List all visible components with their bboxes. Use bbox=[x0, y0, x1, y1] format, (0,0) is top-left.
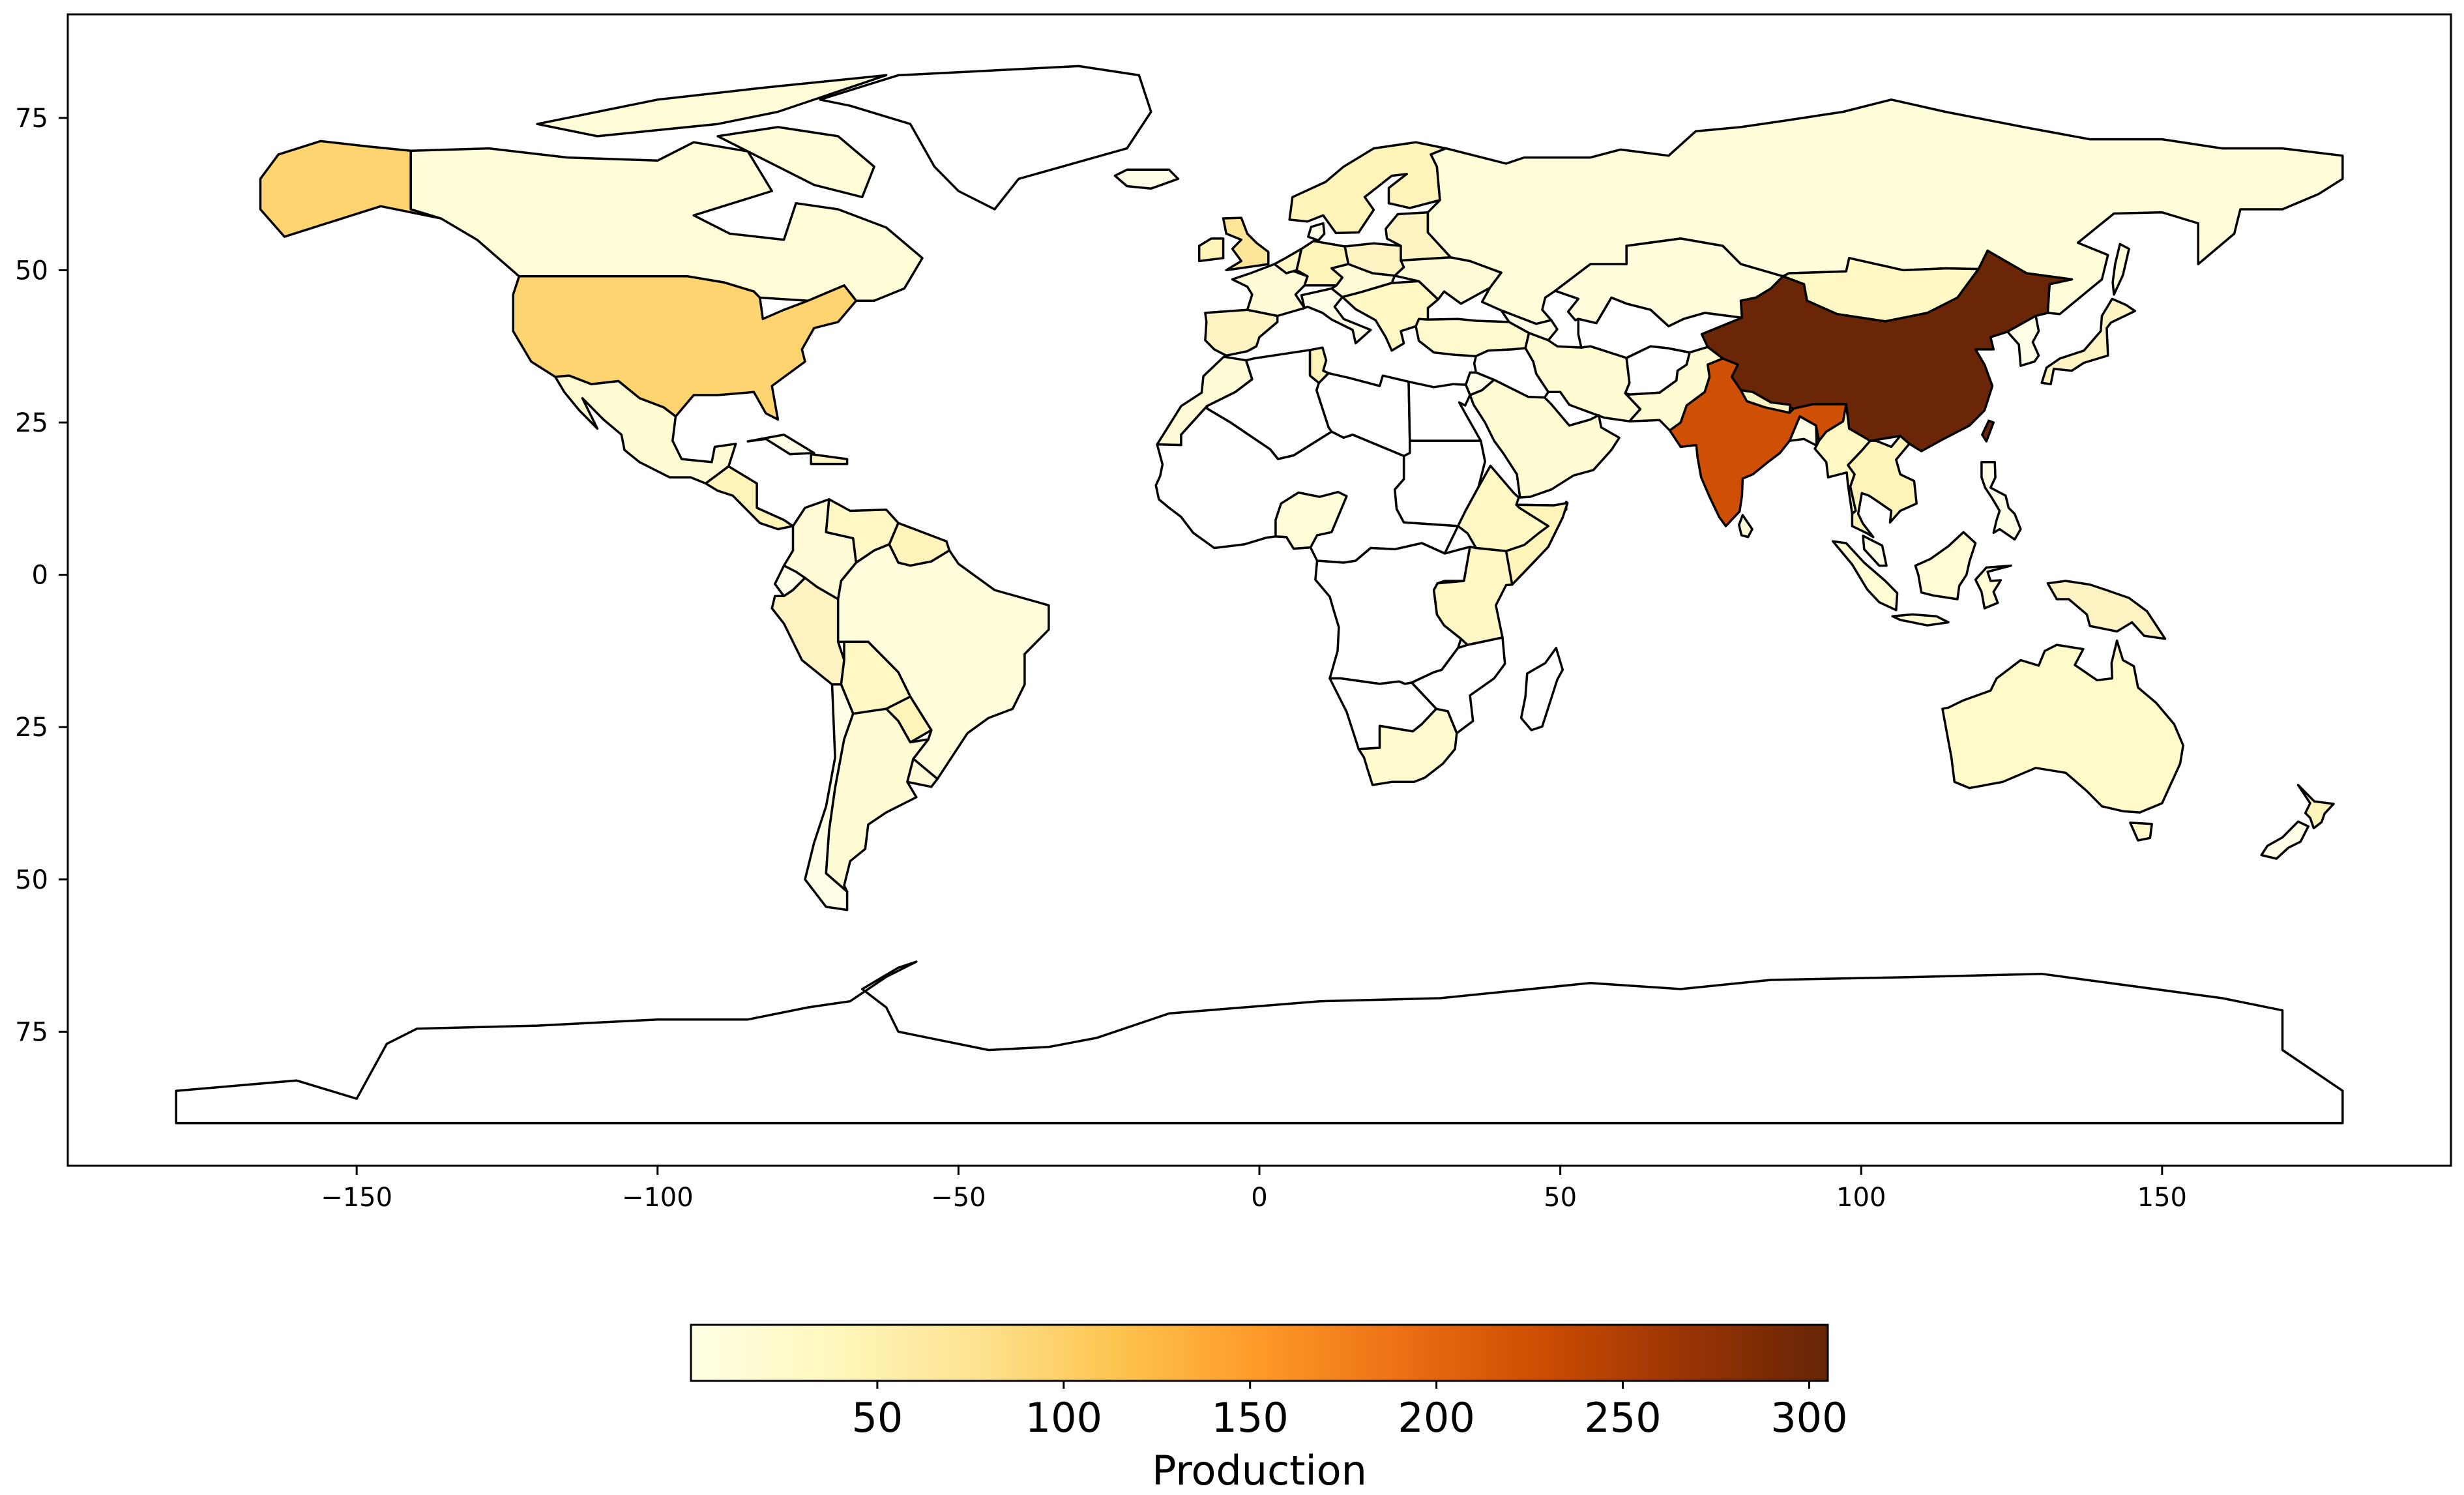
country-borneo bbox=[1914, 531, 1977, 600]
country-japan bbox=[2040, 297, 2137, 385]
x-tick-label: 0 bbox=[1251, 1183, 1267, 1213]
colorbar: 50 100 150 200 250 300 Production bbox=[690, 1324, 1848, 1494]
y-tick-label: 75 bbox=[15, 104, 48, 134]
country-uruguay bbox=[906, 758, 939, 788]
country-thailand bbox=[1847, 434, 1918, 539]
country-scandinavia bbox=[1288, 141, 1447, 235]
country-antarctica-east bbox=[175, 960, 2344, 1125]
country-ukraine bbox=[1393, 256, 1503, 305]
colorbar-tick-label: 150 bbox=[1212, 1394, 1289, 1442]
country-new-guinea bbox=[2046, 580, 2167, 640]
country-southern-africa-east bbox=[1410, 636, 1506, 735]
colorbar-tick-label: 100 bbox=[1025, 1394, 1102, 1442]
colorbar-tick-label: 50 bbox=[851, 1394, 903, 1442]
country-madagascar bbox=[1519, 647, 1564, 732]
country-korea bbox=[2006, 314, 2040, 367]
country-france bbox=[1231, 263, 1309, 318]
country-caucasus bbox=[1500, 309, 1559, 342]
y-axis: 75 50 25 0 25 50 75 bbox=[15, 104, 68, 1047]
y-tick-label: 25 bbox=[15, 713, 48, 743]
country-tunisia bbox=[1308, 346, 1330, 385]
country-australia bbox=[1941, 639, 2184, 814]
country-arctic-islands bbox=[536, 74, 888, 138]
country-baffin bbox=[716, 126, 875, 199]
country-iberia bbox=[1204, 308, 1279, 357]
country-sri-lanka bbox=[1738, 514, 1753, 539]
world-map bbox=[175, 65, 2344, 1125]
country-uk bbox=[1222, 216, 1270, 272]
country-sakhalin bbox=[2111, 243, 2130, 296]
x-tick-label: −100 bbox=[622, 1183, 694, 1213]
country-arabia bbox=[1469, 378, 1621, 499]
country-nigeria bbox=[1274, 490, 1348, 550]
country-malay-peninsula bbox=[1862, 535, 1888, 567]
y-tick-label: 75 bbox=[15, 1017, 48, 1047]
colorbar-ticks: 50 100 150 200 250 300 bbox=[851, 1381, 1848, 1442]
y-tick-label: 25 bbox=[15, 408, 48, 438]
country-central-america bbox=[704, 465, 795, 531]
country-denmark bbox=[1307, 222, 1326, 242]
x-tick-label: −150 bbox=[321, 1183, 392, 1213]
colorbar-label: Production bbox=[1152, 1447, 1367, 1494]
country-sulawesi bbox=[1974, 564, 2012, 610]
country-russia bbox=[1426, 98, 2344, 325]
colorbar-tick-label: 300 bbox=[1770, 1394, 1847, 1442]
country-java bbox=[1891, 613, 1950, 627]
x-tick-label: 50 bbox=[1544, 1183, 1577, 1213]
colorbar-tick-label: 200 bbox=[1398, 1394, 1474, 1442]
country-argentina bbox=[825, 707, 930, 893]
country-south-africa bbox=[1357, 707, 1458, 786]
y-tick-label: 50 bbox=[15, 865, 48, 895]
country-cuba bbox=[746, 433, 815, 456]
y-tick-label: 0 bbox=[32, 561, 48, 591]
country-bangladesh bbox=[1788, 415, 1818, 447]
colorbar-tick-label: 250 bbox=[1584, 1394, 1661, 1442]
country-peru bbox=[770, 576, 845, 686]
x-tick-label: 150 bbox=[2137, 1183, 2187, 1213]
country-tasmania bbox=[2129, 822, 2153, 842]
colorbar-gradient bbox=[690, 1324, 1829, 1382]
country-nz-south bbox=[2260, 820, 2310, 860]
country-nepal bbox=[1739, 389, 1792, 414]
country-taiwan bbox=[1981, 419, 1995, 443]
country-greenland bbox=[819, 65, 1152, 211]
x-tick-label: 100 bbox=[1836, 1183, 1886, 1213]
country-hispaniola bbox=[810, 452, 849, 466]
country-iceland bbox=[1113, 168, 1180, 190]
x-tick-label: −50 bbox=[931, 1183, 986, 1213]
x-axis: −150 −100 −50 0 50 100 150 bbox=[321, 1166, 2187, 1213]
country-sumatra bbox=[1832, 540, 1899, 612]
country-philippines bbox=[1980, 461, 2022, 541]
country-ireland bbox=[1197, 237, 1225, 263]
y-tick-label: 50 bbox=[15, 256, 48, 286]
country-nz-north bbox=[2296, 784, 2335, 830]
